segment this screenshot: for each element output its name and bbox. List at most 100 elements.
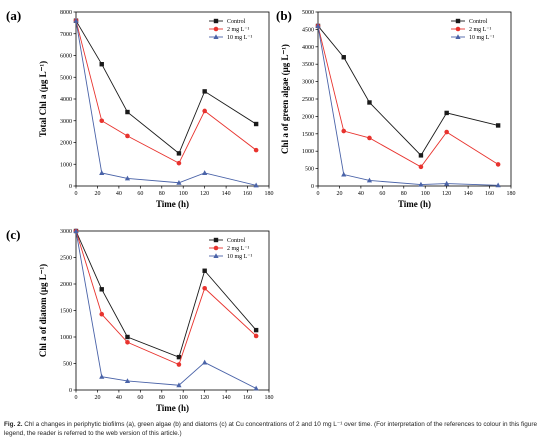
data-point	[202, 268, 207, 273]
data-point	[125, 133, 130, 139]
y-tick-label: 500	[63, 362, 72, 368]
x-tick-label: 40	[116, 191, 122, 197]
y-tick-label: 500	[305, 167, 314, 173]
y-tick-label: 3000	[60, 119, 72, 125]
legend-label: Control	[227, 238, 246, 244]
panel-label: (a)	[6, 8, 21, 23]
legend-swatch-marker	[213, 253, 219, 258]
y-tick-label: 2500	[60, 256, 72, 262]
y-axis-title: Total Chl a (μg L⁻¹)	[38, 61, 48, 137]
caption-text: Chl a changes in periphytic biofilms (a)…	[4, 421, 537, 437]
series-ten_mg	[315, 23, 501, 188]
data-point	[124, 378, 131, 383]
series-line	[317, 25, 499, 157]
data-point	[495, 182, 501, 188]
y-tick-label: 2000	[60, 282, 72, 288]
legend-label: Control	[469, 19, 488, 25]
x-tick-label: 120	[200, 395, 209, 401]
data-point	[73, 17, 79, 23]
y-tick-label: 2500	[302, 97, 314, 103]
legend-label: 2 mg L⁻¹	[227, 27, 249, 33]
y-tick-label: 1500	[60, 309, 72, 315]
x-tick-label: 0	[75, 395, 78, 401]
x-tick-label: 100	[421, 191, 430, 197]
x-tick-label: 40	[116, 395, 122, 401]
data-point	[176, 151, 182, 156]
y-tick-label: 4500	[302, 27, 314, 33]
y-tick-label: 3000	[302, 80, 314, 86]
legend: Control 2 mg L⁻¹ 10 mg L⁻¹	[451, 18, 494, 41]
series-line	[75, 230, 257, 358]
x-tick-label: 0	[75, 191, 78, 197]
y-tick-label: 4000	[60, 97, 72, 103]
series-line	[75, 230, 257, 389]
x-axis-title: Time (h)	[156, 403, 189, 413]
data-point	[202, 285, 207, 291]
x-tick-label: 20	[94, 191, 100, 197]
data-point	[176, 179, 182, 185]
y-tick-label: 0	[311, 184, 314, 190]
data-point	[367, 100, 372, 105]
y-axis-title: Chl a of diatom (μg L⁻¹)	[38, 264, 48, 357]
y-tick-label: 0	[69, 184, 72, 190]
data-point	[253, 385, 259, 391]
data-point	[341, 128, 347, 134]
x-tick-label: 80	[159, 395, 165, 401]
data-point	[444, 180, 450, 186]
x-tick-label: 120	[200, 191, 209, 197]
y-tick-label: 2000	[302, 114, 314, 120]
legend: Control 2 mg L⁻¹ 10 mg L⁻¹	[209, 237, 252, 260]
legend-label: 10 mg L⁻¹	[227, 35, 252, 41]
data-point	[99, 373, 105, 379]
series-ten_mg	[73, 17, 259, 188]
legend-swatch-marker	[213, 237, 219, 243]
legend-swatch-marker	[213, 18, 219, 24]
data-point	[125, 334, 130, 340]
x-tick-label: 140	[222, 395, 231, 401]
data-point	[202, 108, 207, 114]
x-tick-label: 60	[137, 191, 143, 197]
x-tick-label: 60	[379, 191, 385, 197]
data-point	[341, 171, 347, 177]
y-tick-label: 2000	[60, 141, 72, 147]
x-axis-title: Time (h)	[398, 199, 431, 209]
chart-panel-3: 0 20 40 60 80 100 120 140 160 180 0 500 1000 1500 2000…	[6, 227, 274, 413]
y-tick-label: 4000	[302, 45, 314, 51]
x-tick-label: 140	[464, 191, 473, 197]
x-tick-label: 160	[485, 191, 494, 197]
figure-caption: Fig. 2. Chl a changes in periphytic biof…	[4, 421, 552, 438]
y-axis-title: Chl a of green algae (μg L⁻¹)	[280, 44, 290, 154]
data-point	[176, 362, 182, 367]
x-tick-label: 20	[94, 395, 100, 401]
x-tick-label: 60	[137, 395, 143, 401]
legend-swatch-marker	[455, 26, 461, 32]
data-point	[253, 147, 259, 153]
x-tick-label: 140	[222, 191, 231, 197]
y-tick-label: 1000	[302, 149, 314, 155]
data-point	[99, 311, 105, 317]
series-line	[317, 25, 499, 186]
legend-swatch-marker	[213, 26, 219, 32]
x-tick-label: 20	[336, 191, 342, 197]
data-point	[253, 333, 259, 339]
x-tick-label: 0	[317, 191, 320, 197]
data-point	[253, 182, 259, 188]
data-point	[418, 153, 424, 158]
x-tick-label: 40	[358, 191, 364, 197]
data-point	[73, 228, 79, 233]
legend-swatch-marker	[213, 245, 219, 251]
legend-label: Control	[227, 19, 246, 25]
series-line	[75, 20, 257, 164]
data-point	[125, 109, 130, 115]
legend-label: 2 mg L⁻¹	[227, 246, 249, 252]
x-tick-label: 100	[179, 395, 188, 401]
series-line	[75, 20, 257, 155]
series-control	[315, 23, 501, 158]
legend-swatch-marker	[213, 34, 219, 39]
x-tick-label: 160	[243, 191, 252, 197]
x-tick-label: 160	[243, 395, 252, 401]
y-tick-label: 0	[69, 388, 72, 394]
data-point	[99, 62, 104, 67]
data-point	[99, 287, 104, 292]
